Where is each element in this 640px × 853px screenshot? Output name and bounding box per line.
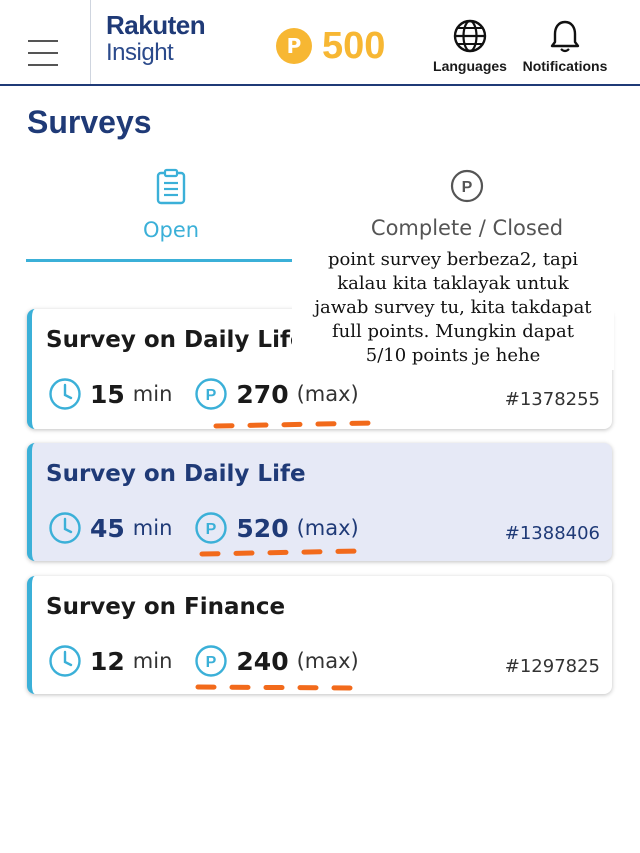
survey-duration-unit: min bbox=[132, 382, 173, 406]
tab-open-label: Open bbox=[142, 218, 200, 242]
active-tab-indicator bbox=[26, 259, 316, 262]
annotation-line: jawab survey tu, kita takdapat bbox=[314, 297, 592, 318]
survey-title: Survey on Daily Life bbox=[46, 327, 306, 353]
survey-points: 240 bbox=[236, 646, 289, 676]
annotation-line: 5/10 points je hehe bbox=[365, 345, 541, 366]
page-title: Surveys bbox=[27, 104, 152, 140]
app-header: Rakuten Insight P 500 Languages Notifica… bbox=[0, 0, 640, 86]
survey-points: 520 bbox=[236, 513, 289, 543]
points-icon: P bbox=[195, 378, 228, 410]
survey-duration: 12 bbox=[90, 646, 125, 676]
tab-complete-closed[interactable]: P Complete / Closed bbox=[320, 168, 614, 264]
languages-button[interactable]: Languages bbox=[433, 18, 507, 74]
notifications-label: Notifications bbox=[522, 58, 608, 74]
points-icon: P bbox=[195, 512, 228, 544]
survey-points-suffix: (max) bbox=[296, 382, 359, 406]
survey-duration: 15 bbox=[90, 379, 125, 409]
points-balance[interactable]: P 500 bbox=[276, 24, 386, 67]
languages-label: Languages bbox=[433, 58, 507, 74]
survey-duration-unit: min bbox=[132, 649, 173, 673]
annotation-note: point survey berbeza2, tapi kalau kita t… bbox=[292, 246, 614, 370]
survey-meta: 45 min P 520 (max) bbox=[48, 511, 359, 545]
survey-title: Survey on Daily Life bbox=[46, 461, 306, 487]
svg-text:P: P bbox=[206, 654, 217, 671]
survey-meta: 12 min P 240 (max) bbox=[48, 644, 359, 678]
logo-wordmark-bottom: Insight bbox=[106, 39, 174, 66]
annotation-line: kalau kita taklayak untuk bbox=[337, 273, 569, 294]
hamburger-menu-icon[interactable] bbox=[24, 32, 64, 68]
bell-icon bbox=[550, 20, 580, 53]
annotation-line: full points. Mungkin dapat bbox=[332, 321, 574, 342]
points-circle-icon: P bbox=[450, 169, 484, 203]
annotation-underline bbox=[213, 420, 375, 429]
clock-icon bbox=[49, 645, 81, 677]
points-coin-icon: P bbox=[276, 28, 312, 64]
survey-duration-unit: min bbox=[132, 516, 173, 540]
survey-id: #1378255 bbox=[504, 389, 600, 410]
globe-icon bbox=[453, 19, 487, 53]
survey-title: Survey on Finance bbox=[46, 594, 286, 620]
svg-text:P: P bbox=[206, 387, 217, 404]
survey-points-suffix: (max) bbox=[296, 649, 359, 673]
notifications-button[interactable]: Notifications bbox=[520, 18, 610, 74]
annotation-line: point survey berbeza2, tapi bbox=[327, 249, 579, 270]
survey-meta: 15 min P 270 (max) bbox=[48, 377, 359, 411]
annotation-underline bbox=[195, 684, 353, 691]
rakuten-insight-logo[interactable]: Rakuten Insight bbox=[106, 10, 216, 66]
survey-card[interactable]: Survey on Finance 12 min P 240 (max) #12… bbox=[27, 576, 612, 694]
tab-open[interactable]: Open bbox=[26, 168, 316, 264]
tab-complete-closed-label: Complete / Closed bbox=[370, 216, 564, 240]
survey-points-suffix: (max) bbox=[296, 516, 359, 540]
clock-icon bbox=[49, 378, 81, 410]
logo-wordmark-top: Rakuten bbox=[106, 10, 206, 40]
survey-id: #1388406 bbox=[504, 523, 600, 544]
clock-icon bbox=[49, 512, 81, 544]
points-icon: P bbox=[195, 645, 228, 677]
clipboard-icon bbox=[156, 168, 186, 205]
header-divider bbox=[90, 0, 91, 84]
svg-text:P: P bbox=[206, 521, 217, 538]
annotation-underline bbox=[199, 548, 363, 557]
svg-text:P: P bbox=[462, 179, 473, 196]
survey-id: #1297825 bbox=[504, 656, 600, 677]
survey-card[interactable]: Survey on Daily Life 45 min P 520 (max) … bbox=[27, 443, 612, 561]
survey-points: 270 bbox=[236, 379, 289, 409]
points-balance-value: 500 bbox=[322, 24, 386, 67]
survey-duration: 45 bbox=[90, 513, 125, 543]
